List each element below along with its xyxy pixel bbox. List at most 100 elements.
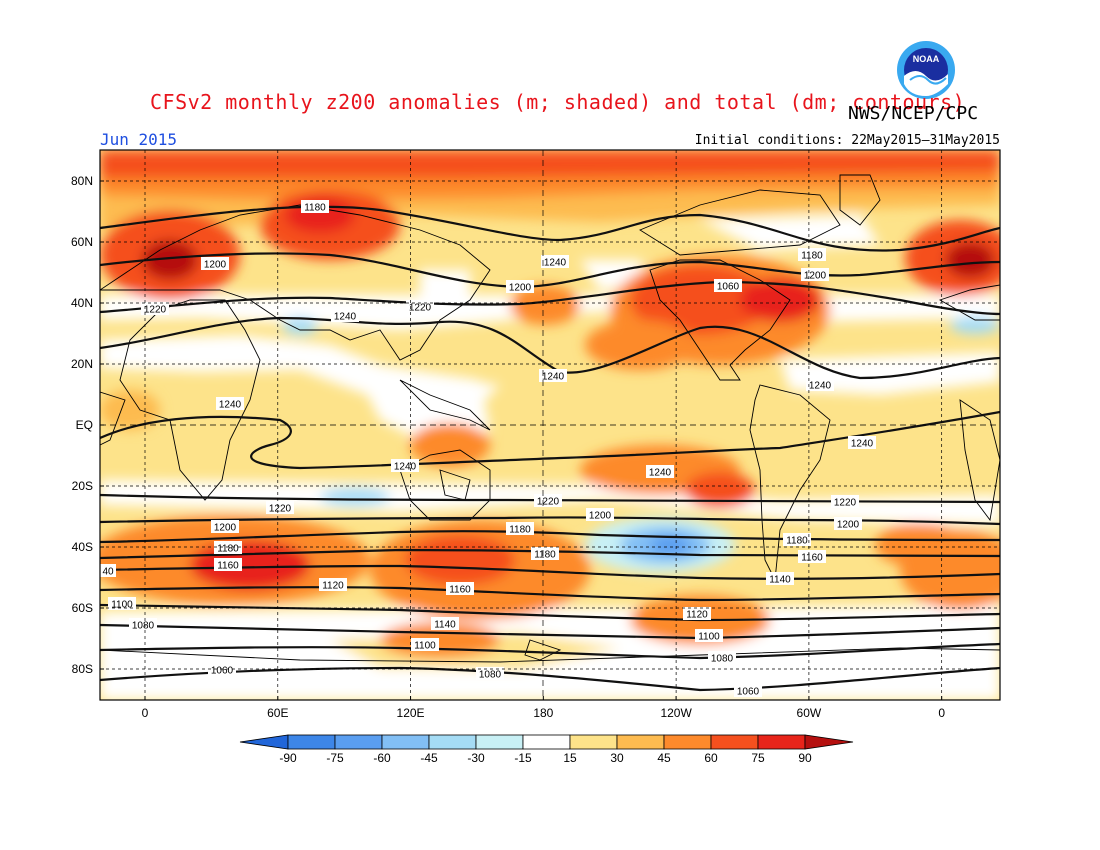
lon-tick-label: 120W — [660, 706, 692, 720]
contour-label-bg — [783, 533, 811, 546]
contour-label-bg — [301, 200, 329, 213]
contour-label-bg — [319, 578, 347, 591]
lon-tick-label: 0 — [938, 706, 945, 720]
contour-label-bg — [831, 495, 859, 508]
contour-label-bg — [766, 572, 794, 585]
colorbar-swatch — [663, 734, 712, 750]
contour-label: 1180 — [509, 525, 531, 536]
contour-label: 1180 — [786, 536, 808, 547]
height-contours — [100, 205, 1000, 692]
lat-tick-label: 20S — [72, 479, 93, 493]
contour-label-bg — [806, 378, 834, 391]
graticule — [100, 150, 1000, 700]
contour-label-bg — [506, 280, 534, 293]
contour-label: 40 — [102, 567, 114, 578]
contour-label-bg — [476, 667, 504, 680]
contour-label: 1220 — [144, 305, 167, 316]
contour-label-bg — [834, 517, 862, 530]
colorbar-arrow-left — [239, 734, 289, 750]
noaa-logo: NOAA — [897, 41, 955, 99]
contour-label-bg — [801, 268, 829, 281]
colorbar-tick-label: 60 — [704, 751, 718, 765]
colorbar-tick-label: -45 — [420, 751, 438, 765]
lat-tick-label: 40N — [71, 296, 93, 310]
lon-tick-label: 60E — [267, 706, 288, 720]
contour-label-bg — [214, 558, 242, 571]
lat-tick-label: 80S — [72, 662, 93, 676]
contour-label-bg — [391, 459, 419, 472]
colorbar-swatch — [710, 734, 759, 750]
contour-label-bg — [646, 465, 674, 478]
contour-label: 1160 — [217, 561, 239, 572]
contour-label-bg — [534, 494, 562, 507]
contour-label-bg — [331, 309, 359, 322]
contour-label: 1200 — [204, 260, 227, 271]
colorbar-tick-label: -15 — [514, 751, 532, 765]
contour-label: 1120 — [686, 610, 708, 621]
lat-tick-label: 60N — [71, 235, 93, 249]
contour-label: 1140 — [769, 575, 791, 586]
contour-label-bg — [683, 607, 711, 620]
colorbar-swatch — [334, 734, 383, 750]
colorbar-tick-label: -60 — [373, 751, 391, 765]
contour-label: 1240 — [334, 312, 357, 323]
colorbar-tick-label: 15 — [563, 751, 577, 765]
colorbar-tick-label: -75 — [326, 751, 344, 765]
contour-label: 1080 — [132, 621, 155, 632]
contour-label-bg — [141, 302, 169, 315]
chart-title: CFSv2 monthly z200 anomalies (m; shaded)… — [150, 90, 966, 114]
contour-label-bg — [714, 279, 742, 292]
lon-labels: 0 60E 120E 180 120W 60W 0 — [142, 696, 945, 720]
contour-label: 1240 — [394, 462, 417, 473]
contour-label: 1180 — [304, 203, 326, 214]
contour-label-bg — [734, 684, 762, 697]
contour-label: 1100 — [414, 641, 436, 652]
contour-label: 1060 — [211, 666, 234, 677]
colorbar-tick-label: 45 — [657, 751, 671, 765]
contour-label: 1200 — [804, 271, 827, 282]
contour-label: 1160 — [449, 585, 471, 596]
colorbar-tick-label: 90 — [798, 751, 812, 765]
contour-label-bg — [506, 522, 534, 535]
contour-label-bg — [129, 618, 157, 631]
contour-label: 1180 — [801, 251, 823, 262]
contour-label-bg — [214, 541, 242, 554]
contour-label-bg — [100, 564, 116, 577]
lat-tick-label: EQ — [76, 418, 93, 432]
contour-label: 1200 — [214, 523, 237, 534]
contour-label-bg — [211, 520, 239, 533]
contour-label: 1240 — [809, 381, 832, 392]
contour-label: 1060 — [737, 687, 760, 698]
lon-tick-label: 60W — [797, 706, 822, 720]
colorbar-swatch — [381, 734, 430, 750]
colorbar-tick-label: 75 — [751, 751, 765, 765]
contour-label: 1220 — [834, 498, 857, 509]
contour-label: 1240 — [219, 400, 242, 411]
lat-labels: 80N 60N 40N 20N EQ 20S 40S 60S 80S — [71, 174, 104, 676]
contour-label: 1180 — [217, 544, 239, 555]
initial-conditions-label: Initial conditions: 22May2015–31May2015 — [694, 133, 1000, 148]
contour-label-bg — [108, 597, 136, 610]
contour-label-bg — [266, 501, 294, 514]
contour-label-bg — [586, 508, 614, 521]
colorbar-tick-label: 30 — [610, 751, 624, 765]
contour-label-bg — [539, 369, 567, 382]
colorbar-tick-label: -90 — [279, 751, 297, 765]
contour-label-bg — [531, 547, 559, 560]
contour-label-bg — [798, 550, 826, 563]
contour-label: 1060 — [717, 282, 740, 293]
lat-tick-label: 40S — [72, 540, 93, 554]
colorbar-swatch — [616, 734, 665, 750]
contour-label: 1240 — [851, 439, 874, 450]
contour-label-bg — [216, 397, 244, 410]
contour-label: 1200 — [589, 511, 612, 522]
contour-label-bg — [708, 651, 736, 664]
month-label: Jun 2015 — [100, 130, 178, 149]
contour-label: 1080 — [479, 670, 502, 681]
colorbar-tick-label: -30 — [467, 751, 485, 765]
contour-label-bg — [695, 629, 723, 642]
lat-tick-label: 20N — [71, 357, 93, 371]
contour-label: 1240 — [542, 372, 565, 383]
colorbar-swatch — [428, 734, 477, 750]
colorbar-swatch — [569, 734, 618, 750]
